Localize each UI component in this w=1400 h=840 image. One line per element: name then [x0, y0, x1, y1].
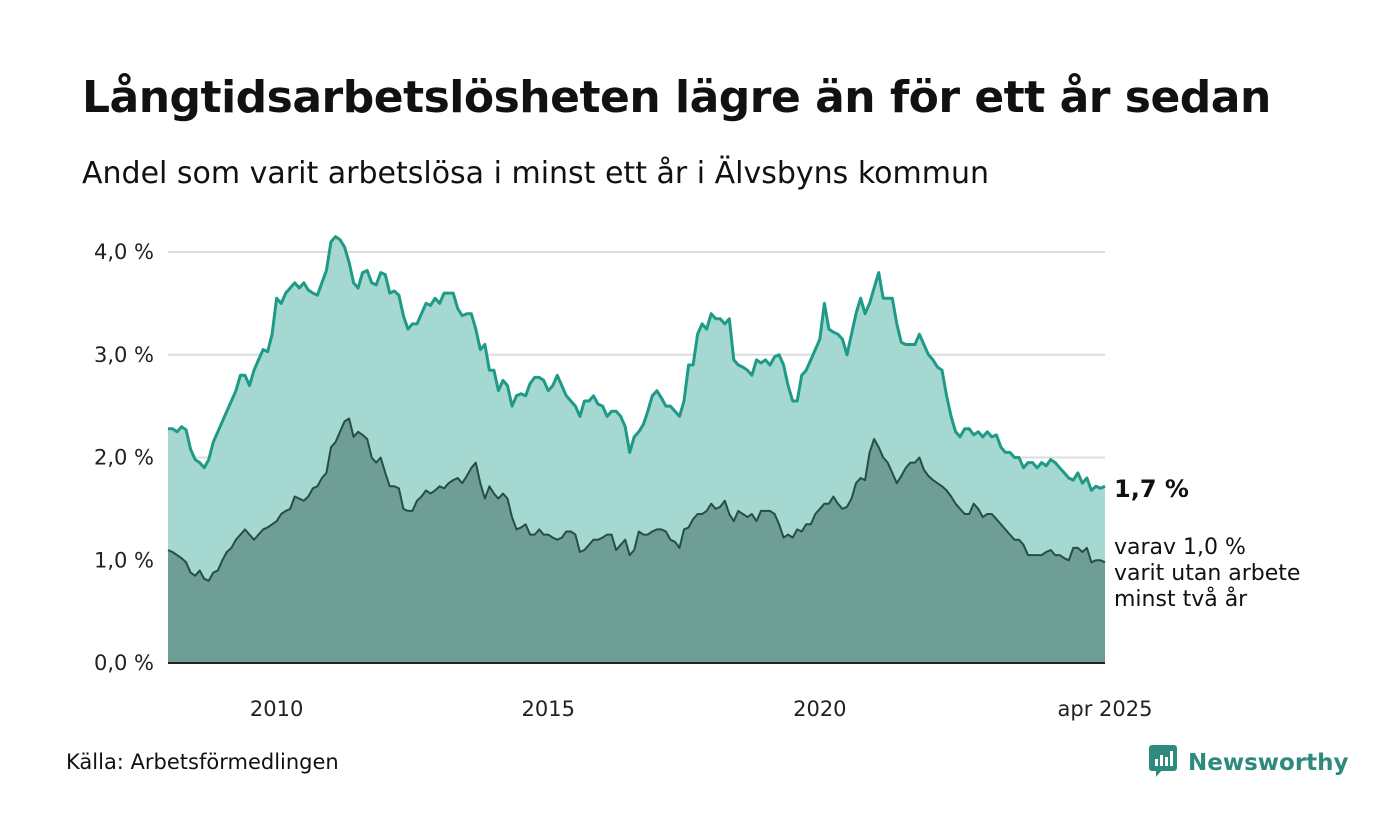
- y-tick-label: 1,0 %: [94, 548, 154, 572]
- x-tick-label: 2020: [793, 697, 846, 721]
- source-note: Källa: Arbetsförmedlingen: [66, 750, 339, 774]
- y-tick-label: 3,0 %: [94, 343, 154, 367]
- y-tick-label: 0,0 %: [94, 651, 154, 675]
- x-tick-label: 2010: [250, 697, 303, 721]
- series-sub-line: [167, 417, 1106, 582]
- sub-label-line-1: varav 1,0 %: [1114, 535, 1246, 560]
- newsworthy-logo-icon: [1148, 744, 1178, 782]
- x-tick-label: 2015: [522, 697, 575, 721]
- y-tick-label: 2,0 %: [94, 446, 154, 470]
- chart-subtitle: Andel som varit arbetslösa i minst ett å…: [82, 156, 989, 191]
- end-value-label: 1,7 %: [1114, 475, 1189, 503]
- sub-label-line-2: varit utan arbete: [1114, 561, 1300, 586]
- chart-title: Långtidsarbetslösheten lägre än för ett …: [82, 72, 1271, 123]
- x-tick-label: apr 2025: [1058, 697, 1153, 721]
- brand-logo[interactable]: Newsworthy: [1148, 744, 1349, 782]
- y-tick-label: 4,0 %: [94, 240, 154, 264]
- series-main-line: [168, 235, 1106, 492]
- brand-name: Newsworthy: [1188, 750, 1349, 776]
- sub-label-line-3: minst två år: [1114, 586, 1248, 612]
